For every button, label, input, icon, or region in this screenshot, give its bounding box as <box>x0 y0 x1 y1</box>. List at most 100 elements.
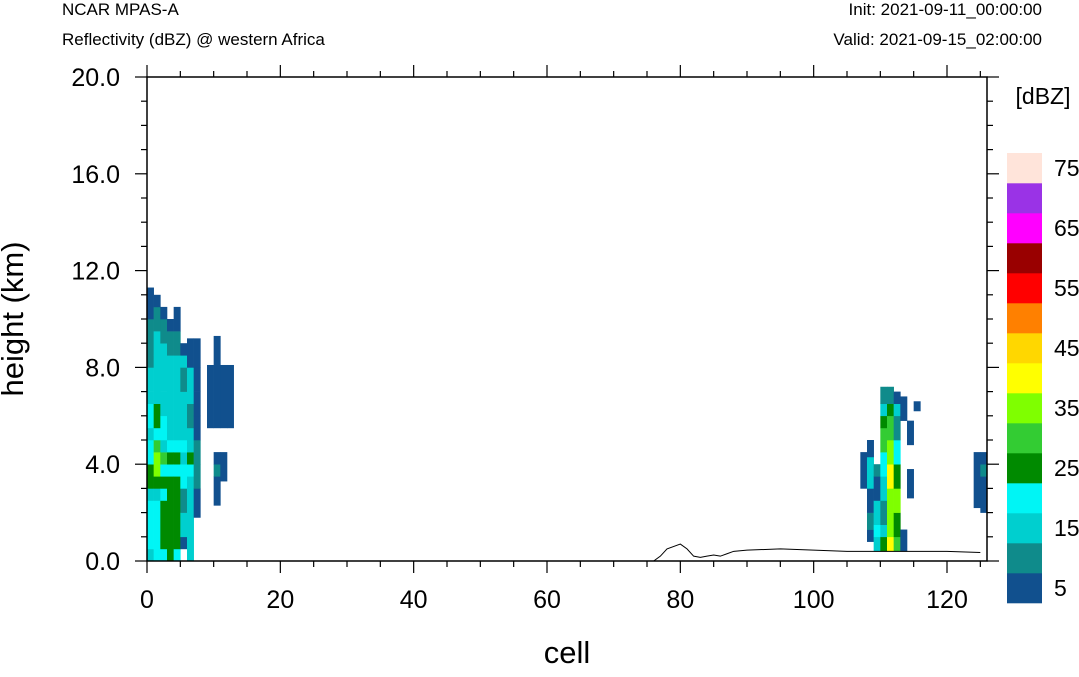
reflectivity-cell <box>880 524 888 538</box>
colorbar-swatch <box>1007 273 1042 304</box>
reflectivity-cell <box>147 367 154 380</box>
reflectivity-cell <box>880 427 888 453</box>
reflectivity-cell <box>193 367 201 392</box>
reflectivity-cell <box>880 415 888 429</box>
reflectivity-cell <box>213 464 221 477</box>
reflectivity-cell <box>187 427 194 453</box>
reflectivity-cell <box>153 488 161 501</box>
reflectivity-cell <box>180 512 188 538</box>
reflectivity-cell <box>880 536 888 552</box>
reflectivity-cell <box>160 367 168 392</box>
x-tick-label: 40 <box>400 586 428 614</box>
y-tick-label: 16.0 <box>71 161 120 189</box>
reflectivity-cell <box>153 452 161 477</box>
reflectivity-cell <box>887 488 894 513</box>
reflectivity-cell <box>880 452 888 477</box>
reflectivity-cell <box>893 536 901 552</box>
reflectivity-cell <box>193 440 201 465</box>
reflectivity-cell <box>187 452 194 465</box>
reflectivity-cell <box>893 488 901 513</box>
reflectivity-cell <box>173 355 181 380</box>
reflectivity-cell <box>167 319 174 332</box>
reflectivity-cell <box>180 536 188 550</box>
field-label: Reflectivity (dBZ) @ western Africa <box>62 30 325 49</box>
reflectivity-cell <box>893 440 901 465</box>
reflectivity-cell <box>167 452 174 465</box>
reflectivity-cell <box>873 464 881 477</box>
reflectivity-cell <box>860 452 868 489</box>
reflectivity-cell <box>153 403 161 429</box>
init-time-label: Init: 2021-09-11_00:00:00 <box>848 0 1042 19</box>
reflectivity-cell <box>180 464 188 489</box>
colorbar-swatch <box>1007 423 1042 454</box>
reflectivity-cell <box>160 319 168 344</box>
reflectivity-cell <box>187 548 194 562</box>
reflectivity-cell <box>893 512 901 538</box>
x-tick-label: 60 <box>533 586 561 614</box>
reflectivity-cell <box>147 379 154 392</box>
reflectivity-cell <box>880 476 888 501</box>
reflectivity-cell <box>160 343 168 368</box>
reflectivity-cell <box>193 415 201 441</box>
reflectivity-cell <box>153 476 161 489</box>
reflectivity-cell <box>887 415 894 441</box>
reflectivity-cell <box>147 464 154 489</box>
reflectivity-cell <box>193 464 201 489</box>
reflectivity-cell <box>907 469 914 499</box>
reflectivity-cell <box>147 403 154 429</box>
colorbar-tick-label: 5 <box>1054 575 1067 601</box>
reflectivity-cell <box>173 440 181 453</box>
reflectivity-cell <box>187 464 194 477</box>
reflectivity-cell <box>227 364 234 429</box>
colorbar-tick-label: 15 <box>1054 515 1079 541</box>
reflectivity-cell <box>160 306 168 320</box>
valid-time-label: Valid: 2021-09-15_02:00:00 <box>833 30 1042 49</box>
x-axis-label: cell <box>544 635 591 670</box>
reflectivity-cell <box>173 548 181 562</box>
y-tick-label: 0.0 <box>85 548 120 576</box>
reflectivity-cell <box>173 415 181 441</box>
reflectivity-cell <box>147 440 154 465</box>
colorbar-swatch <box>1007 543 1042 574</box>
reflectivity-cell <box>147 427 154 441</box>
colorbar-swatch <box>1007 303 1042 334</box>
reflectivity-cell <box>167 415 174 441</box>
colorbar-swatch <box>1007 333 1042 364</box>
reflectivity-cell <box>173 452 181 465</box>
reflectivity-cell <box>147 391 154 404</box>
reflectivity-cell <box>173 464 181 477</box>
reflectivity-cell <box>160 391 168 417</box>
reflectivity-cell <box>873 476 881 501</box>
reflectivity-cell <box>153 500 161 550</box>
colorbar-swatch <box>1007 363 1042 394</box>
reflectivity-cell <box>153 427 161 441</box>
reflectivity-cell <box>893 415 901 441</box>
reflectivity-cell <box>180 440 188 453</box>
reflectivity-cell <box>147 500 154 550</box>
colorbar-swatch <box>1007 393 1042 424</box>
reflectivity-cell <box>167 476 174 550</box>
colorbar-swatch <box>1007 483 1042 514</box>
reflectivity-cell <box>873 500 881 525</box>
reflectivity-cell <box>893 403 901 417</box>
colorbar-tick-label: 65 <box>1054 215 1079 241</box>
reflectivity-cell <box>973 452 981 509</box>
reflectivity-cell <box>220 364 228 429</box>
reflectivity-cell <box>187 338 194 368</box>
reflectivity-cell <box>873 536 881 552</box>
colorbar-tick-label: 55 <box>1054 275 1079 301</box>
reflectivity-cell <box>887 464 894 489</box>
reflectivity-cell <box>873 524 881 538</box>
reflectivity-cell <box>167 464 174 477</box>
terrain-line <box>147 543 981 562</box>
reflectivity-cell <box>187 476 194 501</box>
reflectivity-cell <box>980 452 988 465</box>
reflectivity-cell <box>173 306 181 332</box>
reflectivity-cell <box>980 476 988 513</box>
colorbar-swatch <box>1007 243 1042 274</box>
reflectivity-cell <box>147 343 154 368</box>
reflectivity-cell <box>880 403 888 417</box>
reflectivity-cell <box>167 355 174 380</box>
reflectivity-cell <box>907 420 914 446</box>
colorbar-swatch <box>1007 183 1042 214</box>
